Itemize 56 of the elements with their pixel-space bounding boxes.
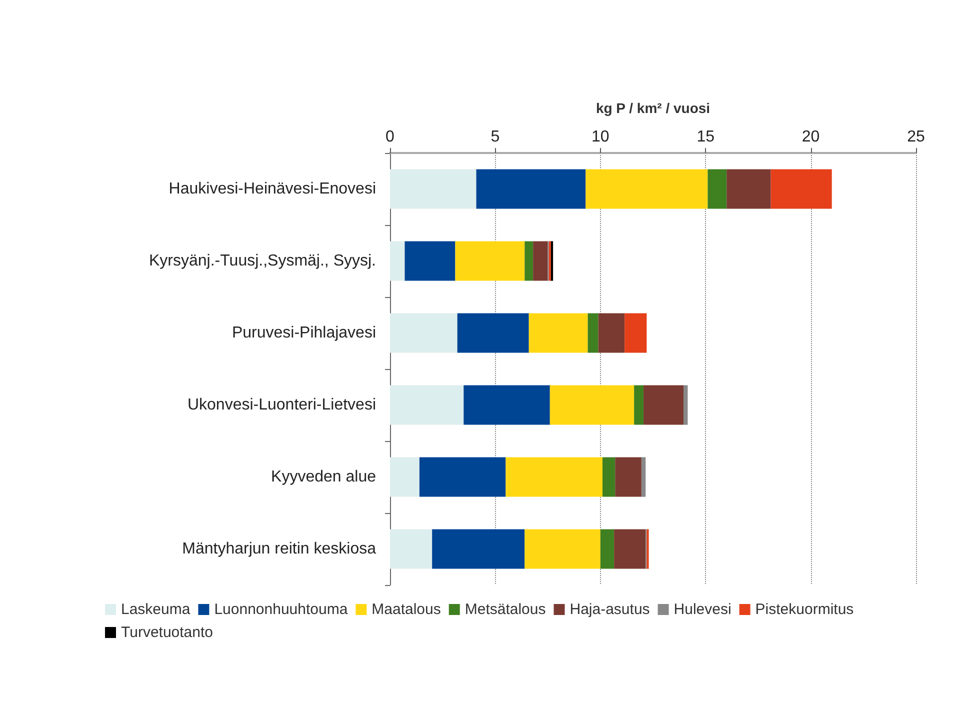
bar (432, 529, 525, 569)
bar (390, 313, 458, 353)
bar (550, 241, 554, 281)
legend-label: Maatalous (372, 601, 441, 618)
y-tick-label: Kyyveden alue (271, 468, 376, 486)
bar (390, 241, 405, 281)
bar (624, 313, 647, 353)
x-tick-label: 25 (907, 128, 925, 146)
bar (586, 169, 708, 209)
bar (476, 169, 586, 209)
bar (770, 169, 832, 209)
y-tick-label: Ukonvesi-Luonteri-Lietvesi (187, 396, 376, 414)
bar (588, 313, 598, 353)
legend-label: Hulevesi (674, 601, 732, 618)
legend-label: Turvetuotanto (121, 624, 213, 641)
bar (550, 385, 634, 425)
bar (598, 313, 625, 353)
x-tick-label: 20 (802, 128, 820, 146)
bar (684, 385, 688, 425)
bar (524, 529, 600, 569)
bar (404, 241, 456, 281)
x-tick-label: 5 (490, 128, 500, 146)
bar (528, 313, 588, 353)
y-tick-label: Kyrsyänj.-Tuusj.,Sysmäj., Syysj. (148, 252, 376, 270)
bar (634, 385, 644, 425)
bar (390, 385, 464, 425)
bar (506, 457, 603, 497)
legend-label: Luonnonhuuhtouma (214, 601, 348, 618)
legend-label: Laskeuma (121, 601, 191, 618)
y-tick-label: Puruvesi-Pihlajavesi (232, 324, 376, 342)
x-tick-label: 10 (592, 128, 610, 146)
x-tick-label: 15 (696, 128, 715, 146)
bar (457, 313, 529, 353)
legend-label: Pistekuormitus (755, 601, 854, 618)
bar (419, 457, 506, 497)
bar (641, 457, 646, 497)
bar (390, 529, 432, 569)
bar (524, 241, 534, 281)
y-tick-label: Haukivesi-Heinävesi-Enovesi (168, 180, 376, 198)
bar (644, 385, 684, 425)
bar (708, 169, 727, 209)
bar (602, 457, 616, 497)
x-tick-label: 0 (386, 128, 395, 146)
bar (600, 529, 614, 569)
bar (390, 457, 420, 497)
legend-label: Metsätalous (464, 601, 546, 618)
bar (615, 457, 642, 497)
x-axis-title: kg P / km² / vuosi (596, 100, 710, 116)
bar (533, 241, 548, 281)
bar (464, 385, 550, 425)
y-tick-label: Mäntyharjun reitin keskiosa (182, 540, 376, 558)
bar (390, 169, 476, 209)
bar (455, 241, 525, 281)
bar (726, 169, 771, 209)
legend-label: Haja-asutus (570, 601, 650, 618)
bar (614, 529, 646, 569)
